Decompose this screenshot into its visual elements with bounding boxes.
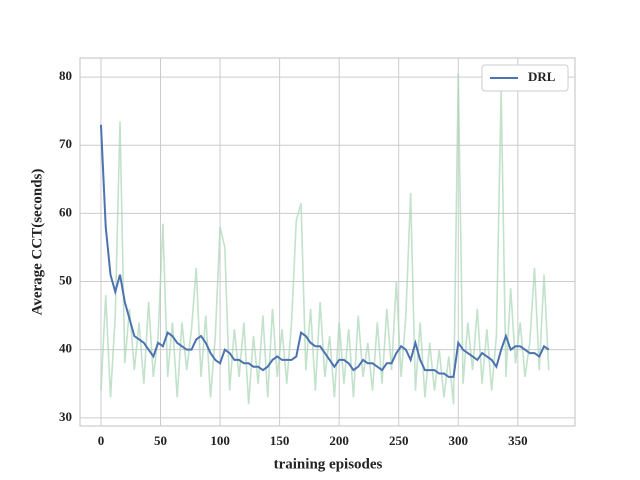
y-tick-label: 30 [59, 409, 72, 424]
line-series [100, 73, 550, 405]
x-tick-label: 100 [210, 433, 230, 448]
y-tick-label: 40 [59, 341, 72, 356]
y-axis-label: Average CCT(seconds) [29, 169, 45, 316]
x-tick-label: 50 [154, 433, 167, 448]
plot-frame [79, 57, 576, 427]
y-tick-label: 50 [59, 273, 72, 288]
legend-label: DRL [528, 69, 556, 84]
y-tick-label: 70 [59, 136, 72, 151]
legend-box [481, 64, 569, 92]
y-tick-label: 80 [59, 68, 72, 83]
line-series [99, 124, 550, 378]
x-tick-label: 150 [270, 433, 290, 448]
x-tick-label: 250 [389, 433, 409, 448]
y-tick-label: 60 [59, 204, 72, 219]
x-tick-label: 200 [329, 433, 349, 448]
x-tick-label: 0 [98, 433, 105, 448]
x-tick-label: 350 [508, 433, 528, 448]
x-tick-label: 300 [449, 433, 469, 448]
x-axis-label: training episodes [274, 456, 383, 472]
